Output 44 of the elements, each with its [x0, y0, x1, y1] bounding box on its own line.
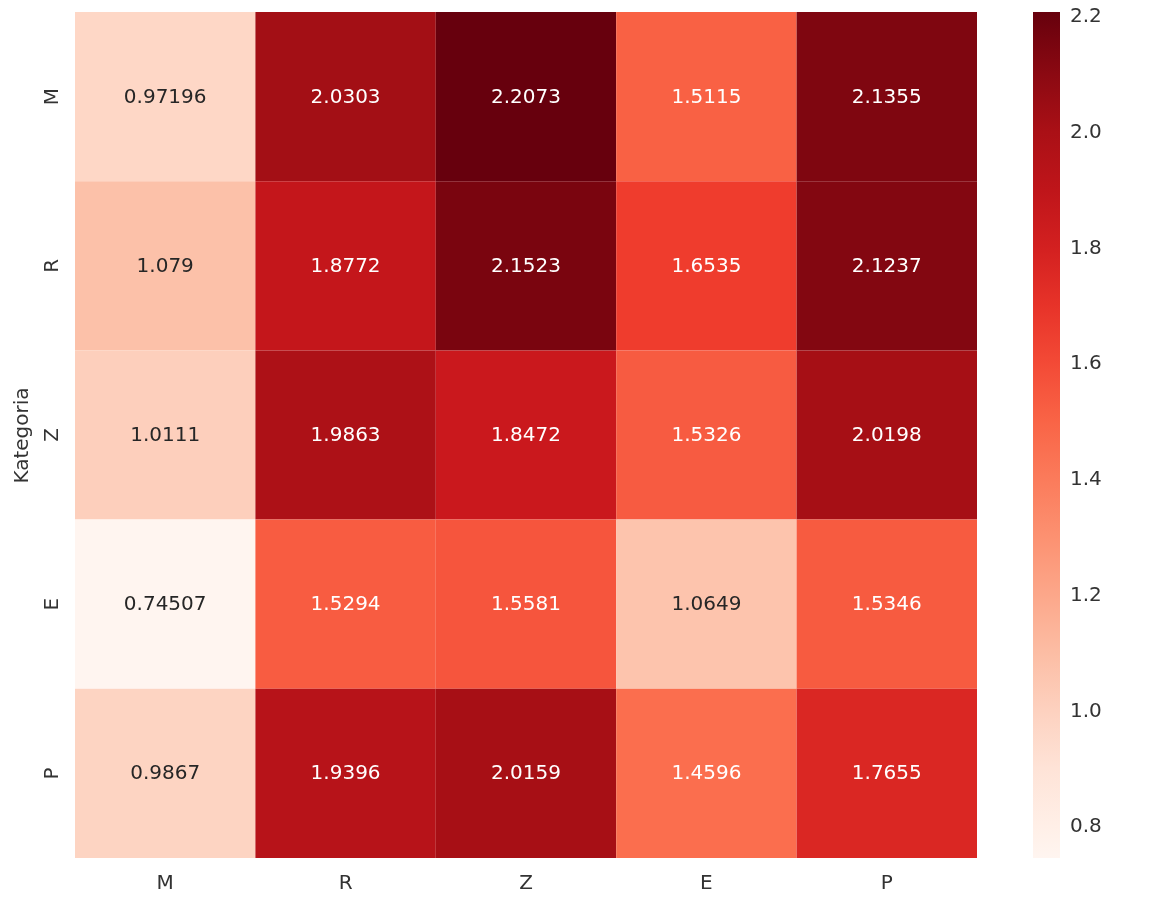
data-label: 1.5326 — [671, 422, 742, 446]
color-bar-label: 1.6 — [1070, 350, 1102, 375]
data-label: 1.0111 — [130, 422, 201, 446]
data-label: 2.0159 — [491, 760, 561, 785]
y-tick-label: P — [38, 767, 63, 780]
data-label: 1.4596 — [671, 760, 742, 785]
color-bar-label: 1.4 — [1070, 466, 1102, 491]
x-tick-label: P — [880, 869, 893, 894]
data-label: 2.1237 — [851, 252, 922, 277]
data-label: 1.6535 — [671, 252, 742, 277]
data-label: 1.8772 — [310, 252, 381, 277]
color-bar-label: 1.0 — [1070, 697, 1102, 722]
data-label: 1.5346 — [851, 591, 922, 616]
color-bar-label: 2.2 — [1070, 3, 1102, 28]
data-label: 2.0198 — [851, 422, 922, 446]
data-label: 0.74507 — [123, 591, 207, 616]
x-tick-label: R — [338, 869, 353, 894]
data-label: 2.2073 — [491, 83, 561, 108]
data-label: 1.9863 — [310, 422, 381, 446]
y-axis-title: Kategoria — [8, 387, 33, 484]
data-label: 1.8472 — [491, 422, 561, 446]
data-label: 0.9867 — [130, 760, 201, 785]
data-label: 1.5581 — [491, 591, 561, 616]
data-label: 2.0303 — [310, 83, 381, 108]
color-bar-label: 0.8 — [1070, 813, 1102, 838]
x-tick-label: M — [156, 869, 174, 894]
data-label: 1.5115 — [671, 83, 742, 108]
y-tick-label: E — [38, 597, 63, 611]
data-label: 2.1523 — [491, 252, 561, 277]
x-tick-label: Z — [519, 869, 533, 894]
y-tick-label: M — [38, 87, 63, 106]
color-bar-label: 1.2 — [1070, 581, 1102, 606]
data-label: 1.7655 — [851, 760, 922, 785]
data-label: 2.1355 — [851, 83, 922, 108]
color-bar-label: 2.0 — [1070, 118, 1102, 143]
y-tick-label: Z — [38, 428, 63, 442]
data-label: 1.079 — [136, 252, 194, 277]
data-label: 1.5294 — [310, 591, 381, 616]
y-tick-label: R — [38, 258, 63, 273]
color-bar-label: 1.8 — [1070, 234, 1102, 259]
data-label: 1.0649 — [671, 591, 742, 616]
x-tick-label: E — [700, 869, 713, 894]
data-label: 1.9396 — [310, 760, 381, 785]
data-label: 0.97196 — [123, 83, 207, 108]
